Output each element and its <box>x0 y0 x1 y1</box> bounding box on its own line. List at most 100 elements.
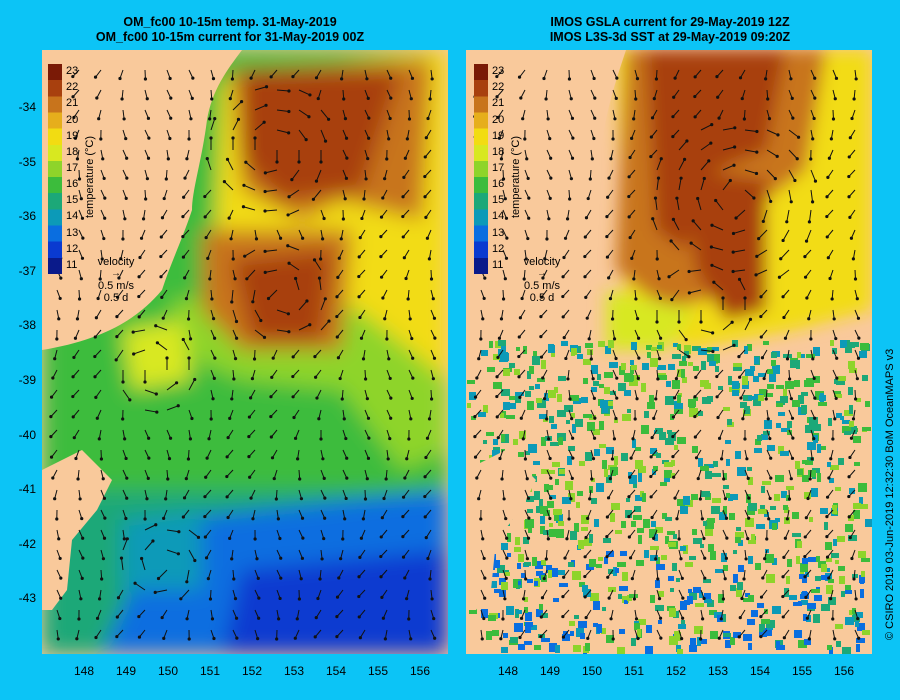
sst-pixel <box>566 420 570 424</box>
velocity-arrowhead <box>247 434 251 439</box>
velocity-arrowhead <box>114 358 118 362</box>
velocity-arrowhead <box>652 96 656 101</box>
sst-pixel <box>519 431 526 439</box>
sst-pixel <box>525 622 533 627</box>
sst-pixel <box>707 518 715 523</box>
sst-pixel <box>776 641 780 645</box>
longitude-label: 149 <box>115 664 137 678</box>
velocity-arrowhead <box>605 234 609 239</box>
velocity-arrowhead <box>542 76 546 81</box>
sst-pixel <box>536 571 543 576</box>
sst-pixel <box>649 395 654 403</box>
velocity-arrowhead <box>210 297 214 301</box>
left-panel-title: OM_fc00 10-15m temp. 31-May-2019 OM_fc00… <box>20 15 440 45</box>
velocity-arrowhead <box>635 397 639 401</box>
velocity-arrowhead <box>694 456 699 460</box>
velocity-arrowhead <box>790 456 795 460</box>
velocity-arrowhead <box>696 196 700 201</box>
sst-pixel <box>700 466 709 471</box>
velocity-arrowhead <box>499 637 503 641</box>
sst-pixel <box>589 534 593 543</box>
velocity-arrowhead <box>186 317 191 321</box>
sst-pixel <box>489 341 493 348</box>
velocity-arrow <box>144 524 157 531</box>
sst-pixel <box>792 533 801 537</box>
sst-pixel <box>533 351 537 358</box>
velocity-arrowhead <box>168 76 172 81</box>
velocity-arrowhead <box>547 437 551 441</box>
sst-pixel <box>829 478 834 483</box>
velocity-arrowhead <box>341 537 345 541</box>
velocity-arrowhead <box>125 176 129 180</box>
sst-pixel <box>680 506 688 514</box>
sst-pixel <box>713 354 720 363</box>
sst-pixel <box>578 621 587 628</box>
velocity-arrowhead <box>853 397 858 401</box>
sst-pixel <box>501 389 510 396</box>
sst-pixel <box>658 591 664 597</box>
velocity-arrowhead <box>724 556 729 560</box>
velocity-arrowhead <box>680 576 684 580</box>
velocity-arrowhead <box>423 515 427 519</box>
velocity-arrowhead <box>813 76 817 80</box>
velocity-arrowhead <box>160 615 164 620</box>
sst-pixel <box>793 602 802 606</box>
velocity-arrowhead <box>627 175 631 179</box>
velocity-arrowhead <box>365 477 369 481</box>
sst-pixel <box>622 572 628 581</box>
velocity-arrowhead <box>357 575 361 579</box>
sst-pixel <box>534 491 540 500</box>
sst-pixel <box>699 592 703 598</box>
velocity-arrow <box>232 101 242 111</box>
velocity-arrowhead <box>519 416 523 420</box>
velocity-arrowhead <box>206 256 210 261</box>
velocity-arrowhead <box>294 276 298 281</box>
velocity-arrowhead <box>719 617 723 621</box>
velocity-arrowhead <box>742 577 746 581</box>
sst-pixel <box>581 515 589 524</box>
velocity-arrowhead <box>539 634 543 639</box>
velocity-arrowhead <box>286 213 290 217</box>
sst-pixel <box>622 596 629 603</box>
velocity-arrowhead <box>319 437 323 441</box>
sst-pixel <box>715 366 719 372</box>
sst-pixel <box>778 412 785 416</box>
sst-pixel <box>706 520 710 527</box>
sst-pixel <box>650 448 657 454</box>
velocity-arrowhead <box>853 277 858 281</box>
sst-pixel <box>626 498 630 502</box>
right-velocity-legend: velocity → 0.5 m/s 0.5 d <box>512 256 572 304</box>
velocity-arrowhead <box>657 357 662 361</box>
velocity-arrowhead <box>542 397 547 401</box>
velocity-arrowhead <box>501 617 505 621</box>
velocity-arrowhead <box>93 354 97 359</box>
velocity-arrowhead <box>651 217 655 221</box>
velocity-arrowhead <box>316 96 320 101</box>
velocity-arrowhead <box>849 436 854 440</box>
velocity-arrowhead <box>101 477 105 481</box>
velocity-arrow <box>788 169 796 181</box>
velocity-arrowhead <box>335 335 339 339</box>
velocity-arrowhead <box>741 417 745 421</box>
velocity-arrow <box>254 329 265 338</box>
velocity-arrowhead <box>650 515 654 520</box>
sst-pixel <box>751 610 758 617</box>
velocity-arrowhead <box>738 76 743 80</box>
sst-pixel <box>668 576 674 581</box>
sst-pixel <box>787 421 792 428</box>
velocity-arrowhead <box>782 555 786 560</box>
sst-pixel <box>771 360 776 366</box>
velocity-arrowhead <box>539 334 543 339</box>
velocity-arrow <box>678 159 686 171</box>
sst-pixel <box>781 491 787 498</box>
velocity-arrow <box>766 129 779 136</box>
velocity-duration: 0.5 d <box>103 292 129 304</box>
sst-pixel <box>568 446 575 451</box>
velocity-arrow <box>808 209 812 222</box>
velocity-arrowhead <box>586 516 590 520</box>
sst-pixel <box>704 599 712 603</box>
velocity-arrowhead <box>401 535 405 539</box>
colorbar-tick-label: 16 <box>66 178 79 191</box>
sst-pixel <box>677 649 683 654</box>
velocity-arrowhead <box>679 176 683 180</box>
